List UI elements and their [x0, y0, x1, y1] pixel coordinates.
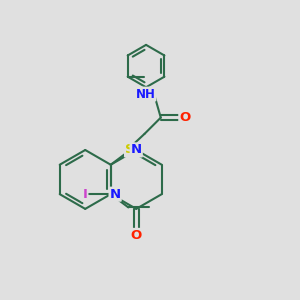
Text: O: O — [179, 111, 191, 124]
Text: O: O — [130, 229, 142, 242]
Text: NH: NH — [136, 88, 155, 100]
Text: N: N — [110, 188, 121, 201]
Text: I: I — [82, 188, 87, 201]
Text: N: N — [131, 143, 142, 157]
Text: S: S — [125, 143, 135, 157]
